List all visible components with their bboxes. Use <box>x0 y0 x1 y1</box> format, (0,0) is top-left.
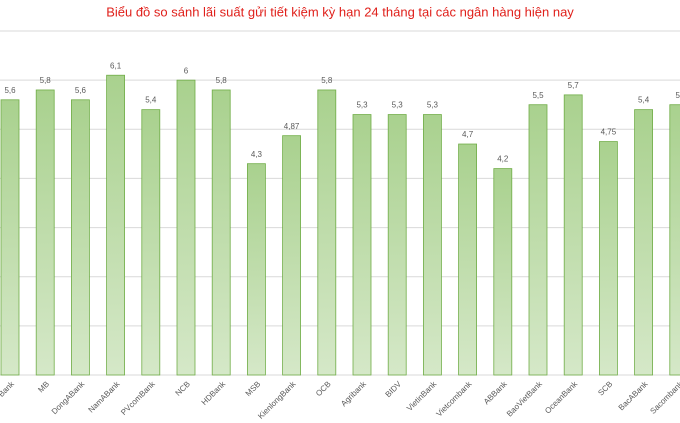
bar <box>141 109 161 376</box>
bar <box>317 89 337 376</box>
bar <box>246 163 266 376</box>
x-tick-label: VietinBank <box>405 379 439 413</box>
value-label: 6 <box>184 66 189 75</box>
x-tick-label: BaoVietBank <box>505 379 545 419</box>
bar <box>176 79 196 376</box>
x-tick-label: Vietcombank <box>435 379 475 419</box>
bar <box>71 99 90 376</box>
value-label: 5,3 <box>356 101 368 110</box>
value-label: 5,4 <box>145 96 157 105</box>
bar <box>282 135 302 376</box>
value-label: 5,6 <box>4 86 16 95</box>
x-tick-label: BIDV <box>384 379 404 399</box>
x-tick-label: OceanBank <box>543 379 580 416</box>
bar <box>563 94 583 376</box>
bar <box>387 114 407 376</box>
x-tick-label: BacABank <box>617 379 650 412</box>
x-tick-label: OCB <box>314 380 333 399</box>
value-label: 6,1 <box>110 61 122 70</box>
x-tick-label: DongABank <box>50 379 87 416</box>
x-tick-label: PVcomBank <box>119 379 157 417</box>
value-label: 4,3 <box>251 150 263 159</box>
value-label: 5,3 <box>392 101 404 110</box>
value-label: 5,8 <box>216 76 228 85</box>
bar <box>352 114 372 376</box>
value-label: 4,87 <box>284 122 300 131</box>
bar <box>458 143 478 376</box>
x-tick-label: ABBank <box>482 379 510 407</box>
value-label: 4,7 <box>462 130 474 139</box>
bar <box>211 89 231 376</box>
value-label: 5,8 <box>321 76 333 85</box>
value-label: 5,6 <box>75 86 87 95</box>
bar <box>634 109 653 376</box>
x-tick-label: Agribank <box>339 379 368 408</box>
value-label: 4,2 <box>497 155 509 164</box>
bar <box>493 168 513 376</box>
value-label: 5,8 <box>40 76 52 85</box>
bar <box>0 99 20 376</box>
x-tick-label: NCB <box>174 380 192 398</box>
x-tick-label: MB <box>36 380 51 395</box>
value-label: 5,3 <box>427 101 439 110</box>
x-tick-label: KienlongBank <box>256 379 298 421</box>
value-label: 5,4 <box>638 96 650 105</box>
bar <box>599 141 618 376</box>
x-tick-label: MSB <box>244 380 263 399</box>
bar <box>422 114 442 376</box>
bar <box>35 89 55 376</box>
x-tick-label: SCB <box>596 380 614 398</box>
x-tick-label: Bank <box>0 379 17 399</box>
bar <box>528 104 548 376</box>
x-tick-label: NamABank <box>87 379 123 415</box>
chart-title: Biểu đồ so sánh lãi suất gửi tiết kiệm k… <box>106 4 574 19</box>
x-tick-label: Sacombank <box>648 379 680 416</box>
bar <box>669 104 680 376</box>
value-label: 5,5 <box>532 91 544 100</box>
x-tick-label: HDBank <box>200 379 228 407</box>
value-label: 5, <box>675 91 680 100</box>
value-label: 5,7 <box>568 81 580 90</box>
value-label: 4,75 <box>601 128 617 137</box>
bar <box>106 74 125 376</box>
